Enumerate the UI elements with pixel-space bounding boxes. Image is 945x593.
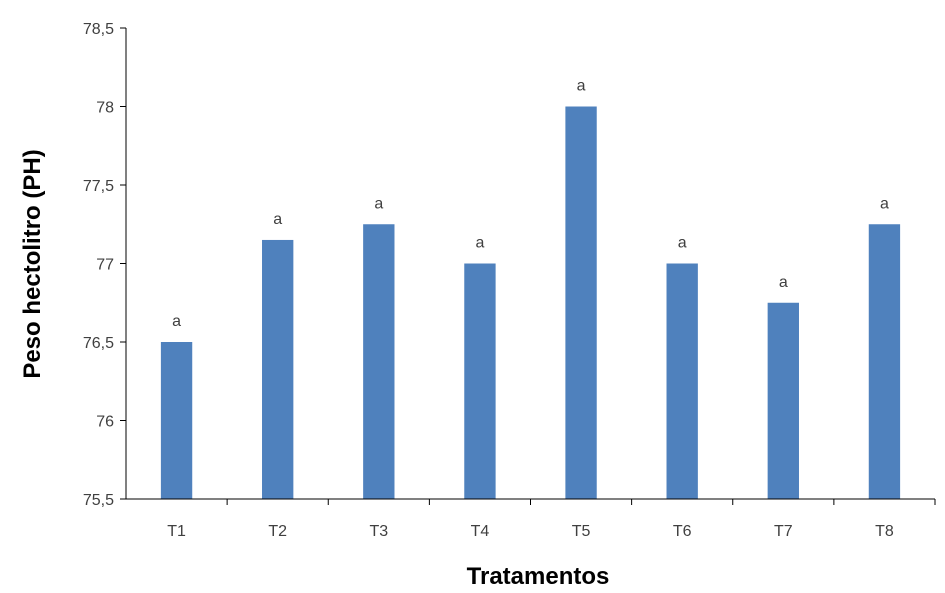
bar — [363, 224, 395, 499]
x-tick-label: T4 — [471, 523, 490, 540]
labels-layer: 75,5 76 76,5 77 77,5 78 78,5 T1 a T2 a T3 a T4 a T5 a T6 a… — [83, 21, 894, 540]
bar — [160, 342, 193, 499]
data-label: a — [374, 195, 383, 212]
data-label: a — [273, 211, 282, 228]
axes-layer — [120, 27, 936, 505]
y-tick-label: 76,5 — [83, 335, 114, 352]
x-tick-label: T7 — [774, 523, 793, 540]
data-label: a — [880, 195, 889, 212]
y-tick-label: 76 — [96, 414, 114, 431]
x-tick-label: T3 — [369, 523, 388, 540]
y-tick-label: 78,5 — [83, 21, 114, 38]
y-tick-label: 77,5 — [83, 178, 114, 195]
x-tick-label: T2 — [268, 523, 287, 540]
x-tick-label: T1 — [167, 523, 186, 540]
data-label: a — [172, 313, 181, 330]
bar — [868, 224, 901, 499]
data-label: a — [779, 274, 788, 291]
y-axis-title: Peso hectolitro (PH) — [19, 149, 46, 378]
bar — [767, 302, 799, 499]
bar — [565, 106, 597, 499]
bars-layer — [160, 106, 901, 499]
data-label: a — [475, 235, 484, 252]
bar — [464, 263, 496, 499]
data-label: a — [678, 235, 687, 252]
x-tick-label: T5 — [572, 523, 591, 540]
x-tick-label: T8 — [875, 523, 894, 540]
x-tick-label: T6 — [673, 523, 692, 540]
y-tick-label: 77 — [96, 257, 114, 274]
bar — [262, 239, 294, 499]
y-tick-label: 75,5 — [83, 492, 114, 509]
bar — [666, 263, 698, 499]
y-tick-label: 78 — [96, 100, 114, 117]
x-axis-title: Tratamentos — [467, 563, 610, 588]
data-label: a — [577, 78, 586, 95]
